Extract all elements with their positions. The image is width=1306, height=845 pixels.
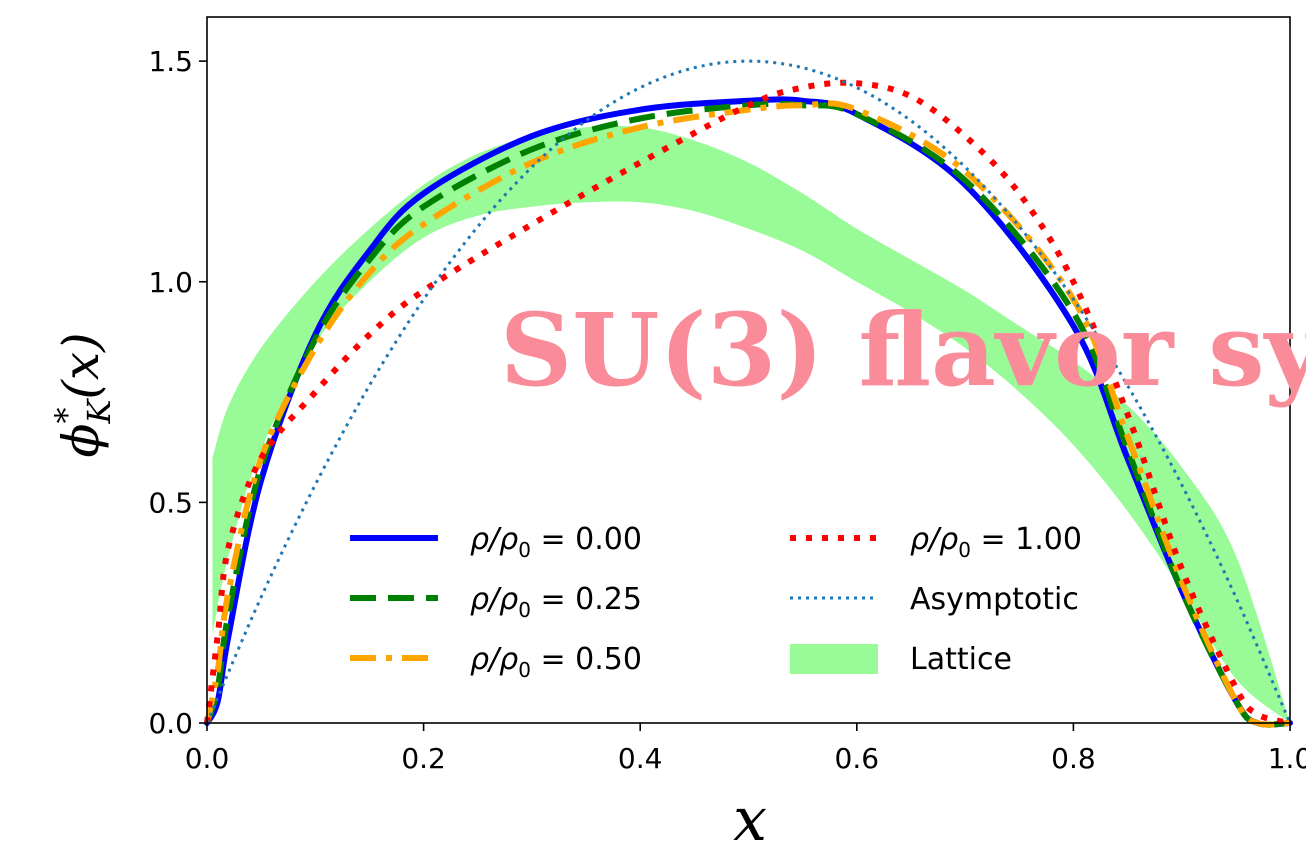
y-axis-label-subscript: K: [80, 398, 118, 425]
series-layer: [204, 59, 1293, 728]
y-tick-label-1: 0.5: [148, 486, 193, 519]
legend-label-3: ρ/ρ0 = 1.00: [910, 522, 1082, 562]
legend-label-4: Asymptotic: [910, 582, 1079, 617]
x-tick-label-3: 0.6: [835, 742, 880, 775]
y-tick-label-2: 1.0: [148, 266, 193, 299]
legend-label-0: ρ/ρ0 = 0.00: [470, 522, 642, 562]
plot-frame: [206, 16, 1291, 724]
series-line-3: [204, 79, 1291, 726]
series-line-4: [205, 59, 1292, 724]
y-tick-label-3: 1.5: [148, 45, 193, 78]
x-tick-label-1: 0.2: [401, 742, 446, 775]
ticks-layer: 0.0 0.2 0.4 0.6 0.8 1.0 0.0 0.5 1.0 1.5: [148, 45, 1306, 775]
legend-label-1: ρ/ρ0 = 0.25: [470, 582, 642, 622]
legend-swatch-5: [790, 644, 878, 674]
y-tick-label-0: 0.0: [148, 707, 193, 740]
y-axis-label: ϕ*K(x): [48, 332, 118, 457]
x-tick-label-5: 1.0: [1268, 742, 1306, 775]
legend-label-2: ρ/ρ0 = 0.50: [470, 642, 642, 682]
series-line-2: [204, 100, 1291, 728]
watermark-overlay: SU(3) flavor sy: [500, 291, 1306, 409]
lattice-band-layer: [212, 125, 1290, 724]
x-tick-label-2: 0.4: [618, 742, 663, 775]
x-tick-label-0: 0.0: [185, 742, 230, 775]
y-axis-label-symbol: ϕ: [52, 424, 110, 458]
legend-label-5: Lattice: [910, 642, 1012, 677]
x-tick-label-4: 0.8: [1051, 742, 1096, 775]
series-line-0: [204, 96, 1293, 728]
legend: ρ/ρ0 = 0.00 ρ/ρ0 = 0.25 ρ/ρ0 = 0.50 ρ/ρ0 = …: [350, 522, 1082, 682]
lattice-band: [212, 125, 1290, 724]
x-axis-label: x: [733, 785, 767, 845]
y-axis-label-superscript: *: [48, 408, 86, 424]
y-axis-label-argument: (x): [52, 332, 110, 399]
